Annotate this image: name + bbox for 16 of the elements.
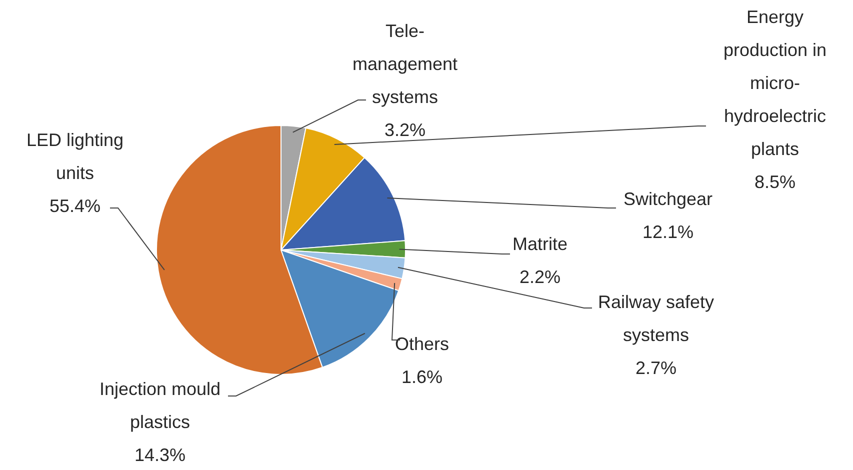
data-label: 1.6% [401, 366, 443, 387]
slice-label: Railway safety systems [598, 292, 714, 345]
slice-label: Energy production in micro-hydroelectric plants [723, 6, 827, 159]
data-label: 3.2% [384, 120, 426, 140]
data-label: 8.5% [754, 172, 796, 192]
slice-label: Matrite [512, 234, 568, 254]
data-label: 12.1% [642, 222, 694, 242]
slice-label: Injection mould plastics [99, 378, 221, 432]
slice-label: Switchgear [623, 188, 713, 209]
data-label: 14.3% [134, 444, 186, 465]
slice-label: Others [394, 334, 450, 354]
data-label: 2.2% [519, 266, 561, 287]
slice-label: LED lighting units [26, 130, 124, 183]
data-label: 2.7% [635, 358, 677, 378]
slice-label: Tele-management systems [352, 20, 458, 107]
data-label: 55.4% [49, 196, 101, 216]
